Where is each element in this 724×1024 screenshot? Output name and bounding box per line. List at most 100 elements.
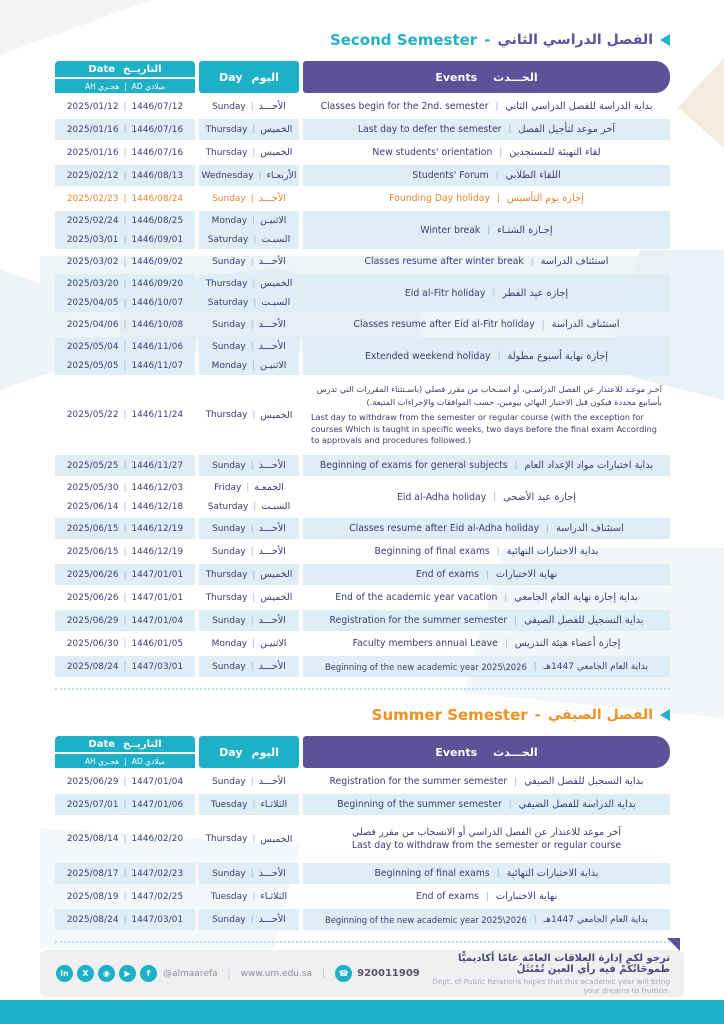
date-line: 2025/08/24 | 1447/03/01 [67, 909, 183, 930]
separator: | [252, 592, 256, 603]
date-line: 2025/05/30 | 1446/12/03 [67, 478, 183, 497]
table-row: 2025/05/30 | 1446/12/03 2025/06/14 | 1446/12/… [55, 478, 670, 516]
instagram-icon[interactable]: ◉ [98, 965, 115, 982]
day-line: Sunday | الأحـــد [212, 610, 286, 631]
event-line: Beginning of the new academic year 2025\… [319, 662, 654, 672]
date-line: 2025/05/04 | 1446/11/06 [67, 337, 183, 356]
event-text-ar: بداية العام الجامعي 1447هـ [543, 914, 648, 925]
day-name-en: Thursday [205, 124, 248, 135]
date-cell: 2025/06/26 | 1447/01/01 [55, 564, 195, 585]
day-line: Thursday | الخميس [206, 587, 293, 608]
event-text-en: Beginning of final exams [374, 546, 490, 557]
date-header-sublabel: هجـري AH | ميلادي AD [55, 79, 195, 93]
separator: | [123, 170, 127, 181]
day-name-en: Thursday [205, 569, 248, 580]
event-cell: Beginning of the new academic year 2025\… [303, 656, 670, 677]
separator: | [252, 891, 256, 902]
event-cell: Classes begin for the 2nd. semester | بداي… [303, 96, 670, 117]
event-text-en: Last day to withdraw from the semester o… [351, 840, 622, 851]
hijri-label: هجـري AH [85, 756, 120, 766]
gregorian-date: 2025/03/20 [66, 278, 119, 289]
gregorian-label: ميلادي AD [131, 81, 165, 91]
day-line: Sunday | الأحـــد [212, 188, 286, 209]
separator: | [497, 193, 500, 204]
event-text-ar: نهاية الاختبارات [495, 569, 558, 580]
event-text-en: Classes begin for the 2nd. semester [320, 101, 489, 112]
section-second-semester: Second Semester - الفصل الدراسي الثاني D… [55, 28, 670, 690]
event-text-ar: بداية اختبارات مواد الإعداد العام [524, 460, 654, 471]
gregorian-date: 2025/02/24 [66, 215, 119, 226]
date-cell: 2025/02/23 | 1446/08/24 [55, 188, 195, 209]
social-handle[interactable]: @almaarefa [163, 968, 218, 979]
table-row: 2025/02/12 | 1446/08/13 Wednesday | الأربعـاء… [55, 165, 670, 186]
table-row: 2025/08/24 | 1447/03/01 Sunday | الأحـــد Begi… [55, 656, 670, 677]
hijri-date: 1446/08/24 [131, 193, 184, 204]
date-cell: 2025/08/17 | 1447/02/23 [55, 863, 195, 884]
date-cell: 2025/06/15 | 1446/12/19 [55, 541, 195, 562]
event-text-ar: بداية العام الجامعي 1447هـ [543, 661, 648, 672]
day-name-ar: الاثنيـن [259, 215, 287, 226]
date-line: 2025/01/16 | 1446/07/16 [67, 119, 183, 140]
date-cell: 2025/08/24 | 1447/03/01 [55, 909, 195, 930]
phone-number: 920011909 [357, 968, 420, 979]
day-cell: Thursday | الخميس [199, 587, 299, 608]
day-name-en: Sunday [212, 460, 246, 471]
gregorian-date: 2025/06/29 [66, 615, 119, 626]
youtube-icon[interactable]: ▶ [119, 965, 136, 982]
event-text-en: Students' Forum [412, 170, 489, 181]
event-text-en: End of exams [415, 569, 480, 580]
website-link[interactable]: www.um.edu.sa [240, 968, 313, 979]
events-label-ar: الحـــدث [493, 70, 538, 84]
day-name-en: Tuesday [210, 799, 248, 810]
date-line: 2025/03/20 | 1446/09/20 [67, 274, 183, 293]
event-text-en: Winter break [420, 224, 481, 236]
date-cell: 2025/05/04 | 1446/11/06 2025/05/05 | 1446/11/… [55, 337, 195, 375]
date-line: 2025/01/12 | 1446/07/12 [67, 96, 183, 117]
separator: | [252, 638, 255, 649]
event-line: Registration for the summer semester | بدا… [324, 776, 650, 787]
separator: | [123, 501, 127, 512]
date-line: 2025/06/29 | 1447/01/04 [67, 610, 183, 631]
separator: | [123, 914, 127, 925]
table-header: Date التاريــخ هجـري AH | ميلادي AD Day … [55, 736, 670, 768]
separator: | [250, 523, 254, 534]
event-cell: End of exams | نهاية الاختبارات [303, 886, 670, 907]
day-name-en: Wednesday [201, 170, 254, 181]
event-line: Beginning of the new academic year 2025\… [319, 915, 654, 925]
hijri-date: 1446/12/18 [131, 501, 184, 512]
hijri-date: 1446/12/19 [131, 546, 184, 557]
event-cell: Beginning of the new academic year 2025\… [303, 909, 670, 930]
title-dash: - [484, 31, 491, 49]
social-icons: in X ◉ ▶ f [56, 965, 157, 982]
event-text-ar: استئناف الدراسة [540, 256, 609, 267]
phone-contact[interactable]: ☎ 920011909 [335, 965, 420, 982]
day-name-ar: الأحـــد [258, 193, 286, 204]
day-name-ar: الخميس [260, 124, 293, 135]
separator: | [123, 410, 127, 420]
table-row: 2025/01/16 | 1446/07/16 Thursday | الخميس New … [55, 142, 670, 163]
date-line: 2025/08/17 | 1447/02/23 [67, 863, 183, 884]
date-column-header: Date التاريــخ هجـري AH | ميلادي AD [55, 736, 195, 768]
day-name-en: Sunday [212, 776, 246, 787]
event-text-en: Beginning of final exams [374, 868, 490, 879]
separator: | [123, 546, 127, 557]
hijri-date: 1446/09/02 [131, 256, 184, 267]
facebook-icon[interactable]: f [140, 965, 157, 982]
day-name-en: Sunday [212, 523, 246, 534]
event-text-ar: استئناف الدراسة [556, 523, 624, 534]
table-row: 2025/06/29 | 1447/01/04 Sunday | الأحـــد Regi… [55, 610, 670, 631]
day-line: Thursday | الخميس [206, 829, 293, 850]
hijri-date: 1446/11/27 [131, 460, 184, 471]
section-title-ar: الفصل الصيفي [547, 707, 653, 723]
day-cell: Thursday | الخميس [199, 119, 299, 140]
separator: | [252, 360, 255, 371]
linkedin-icon[interactable]: in [56, 965, 73, 982]
x-icon[interactable]: X [77, 965, 94, 982]
day-cell: Sunday | الأحـــد [199, 771, 299, 792]
day-name-ar: الخميس [260, 833, 293, 845]
gregorian-date: 2025/06/14 [66, 501, 119, 512]
separator: | [486, 569, 489, 580]
gregorian-date: 2025/05/05 [66, 360, 119, 371]
date-cell: 2025/07/01 | 1447/01/06 [55, 794, 195, 815]
date-cell: 2025/08/19 | 1447/02/25 [55, 886, 195, 907]
